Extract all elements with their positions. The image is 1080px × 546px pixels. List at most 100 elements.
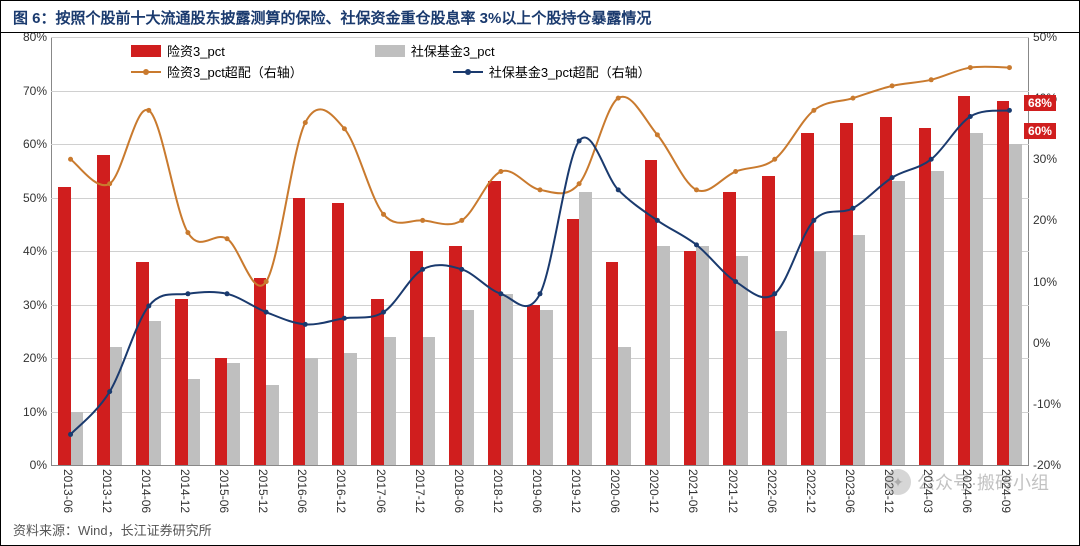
x-tick-label: 2014-06	[139, 469, 153, 513]
line-series2-marker	[420, 267, 425, 272]
line-series1-marker	[185, 230, 190, 235]
line-series1-marker	[616, 96, 621, 101]
lines-svg	[51, 37, 1029, 465]
line-series1-marker	[929, 77, 934, 82]
x-tick-label: 2013-12	[100, 469, 114, 513]
y-left-tick-label: 10%	[23, 405, 47, 419]
x-tick-label: 2018-06	[452, 469, 466, 513]
legend-label-bar1: 险资3_pct	[167, 41, 225, 60]
line-series2-marker	[342, 316, 347, 321]
line-series1-marker	[498, 169, 503, 174]
chart-container: 图 6：按照个股前十大流通股东披露测算的保险、社保资金重仓股息率 3%以上个股持…	[0, 0, 1080, 546]
x-tick-label: 2016-12	[334, 469, 348, 513]
line-series2-marker	[225, 291, 230, 296]
line-series1-marker	[811, 108, 816, 113]
y-right-tick-label: 50%	[1033, 30, 1057, 44]
line-series1-marker	[1007, 65, 1012, 70]
legend-swatch-bar1	[131, 45, 161, 57]
line-series2-marker	[459, 267, 464, 272]
line-series1-marker	[577, 181, 582, 186]
line-series2-marker	[616, 187, 621, 192]
legend-item-bar1: 险资3_pct	[131, 41, 225, 60]
line-series2-marker	[850, 206, 855, 211]
line-series1-marker	[420, 218, 425, 223]
x-tick-label: 2018-12	[491, 469, 505, 513]
x-tick-label: 2023-06	[843, 469, 857, 513]
y-right-tick-label: 0%	[1033, 336, 1050, 350]
line-series1-marker	[459, 218, 464, 223]
line-series2-marker	[655, 218, 660, 223]
line-series2-marker	[968, 114, 973, 119]
x-tick-label: 2022-06	[765, 469, 779, 513]
x-tick-label: 2019-06	[530, 469, 544, 513]
y-right-tick-label: 20%	[1033, 213, 1057, 227]
y-right-tick-label: -10%	[1033, 397, 1061, 411]
legend-line-swatch-2	[453, 71, 483, 73]
line-series1-marker	[890, 83, 895, 88]
line-series1-marker	[303, 120, 308, 125]
y-left-tick-label: 50%	[23, 191, 47, 205]
line-series2-marker	[498, 291, 503, 296]
y-right-tick-label: 10%	[1033, 275, 1057, 289]
line-series1-marker	[225, 236, 230, 241]
legend-item-line2: 社保基金3_pct超配（右轴）	[453, 62, 651, 81]
plot-area: 险资3_pct 社保基金3_pct 险资3_pct超配（右轴） 社保基金3_pc…	[51, 37, 1029, 465]
x-tick-label: 2015-06	[217, 469, 231, 513]
x-tick-label: 2021-12	[726, 469, 740, 513]
line-series1-marker	[733, 169, 738, 174]
y-left-tick-label: 40%	[23, 244, 47, 258]
line-series2-marker	[264, 310, 269, 315]
wechat-icon: ✦	[885, 469, 911, 495]
y-left-tick-label: 70%	[23, 84, 47, 98]
line-series1-marker	[850, 96, 855, 101]
legend-label-line2: 社保基金3_pct超配（右轴）	[489, 62, 651, 81]
x-tick-label: 2022-12	[804, 469, 818, 513]
legend-line-swatch-1	[131, 71, 161, 73]
legend-item-bar2: 社保基金3_pct	[375, 41, 495, 60]
data-callout: 68%	[1024, 95, 1056, 111]
y-left-tick-label: 30%	[23, 298, 47, 312]
y-left-tick-label: 20%	[23, 351, 47, 365]
line-series2-marker	[68, 432, 73, 437]
line-series2-marker	[577, 138, 582, 143]
x-tick-label: 2013-06	[61, 469, 75, 513]
line-series2	[71, 110, 1010, 434]
legend-swatch-bar2	[375, 45, 405, 57]
line-series2-marker	[733, 279, 738, 284]
line-series1-marker	[107, 181, 112, 186]
watermark-text: 公众号·搬砖小组	[917, 469, 1049, 495]
chart-title: 图 6：按照个股前十大流通股东披露测算的保险、社保资金重仓股息率 3%以上个股持…	[1, 1, 1079, 33]
x-tick-label: 2014-12	[178, 469, 192, 513]
line-series1-marker	[772, 157, 777, 162]
watermark: ✦ 公众号·搬砖小组	[885, 469, 1049, 495]
line-series1-marker	[68, 157, 73, 162]
line-series2-marker	[185, 291, 190, 296]
legend-item-line1: 险资3_pct超配（右轴）	[131, 62, 303, 81]
line-series2-marker	[107, 389, 112, 394]
line-series1-marker	[538, 187, 543, 192]
line-series2-marker	[772, 291, 777, 296]
line-series1-marker	[968, 65, 973, 70]
line-series1-marker	[342, 126, 347, 131]
y-left-tick-label: 60%	[23, 137, 47, 151]
y-right-tick-label: 30%	[1033, 152, 1057, 166]
line-series2-marker	[929, 157, 934, 162]
line-series2-marker	[538, 291, 543, 296]
y-left-tick-label: 0%	[30, 458, 47, 472]
line-series1-marker	[655, 132, 660, 137]
legend-label-line1: 险资3_pct超配（右轴）	[167, 62, 303, 81]
x-tick-label: 2015-12	[256, 469, 270, 513]
line-series1	[71, 67, 1010, 286]
line-series2-marker	[146, 304, 151, 309]
legend: 险资3_pct 社保基金3_pct 险资3_pct超配（右轴） 社保基金3_pc…	[131, 41, 651, 83]
line-series1-marker	[381, 212, 386, 217]
line-series2-marker	[1007, 108, 1012, 113]
x-tick-label: 2017-06	[374, 469, 388, 513]
x-tick-label: 2017-12	[413, 469, 427, 513]
x-tick-label: 2019-12	[569, 469, 583, 513]
line-series1-marker	[146, 108, 151, 113]
line-series2-marker	[811, 218, 816, 223]
line-series2-marker	[694, 242, 699, 247]
source-text: 资料来源：Wind，长江证券研究所	[13, 520, 212, 539]
x-tick-label: 2021-06	[686, 469, 700, 513]
